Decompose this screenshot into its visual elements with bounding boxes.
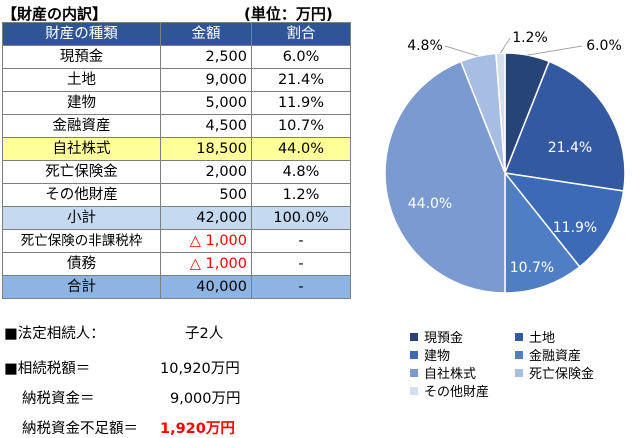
pie-slice <box>503 171 625 268</box>
funds-label: 納税資金＝ <box>22 391 95 407</box>
table-row: 債務 △ 1,000 - <box>2 252 351 276</box>
table-row-highlight: 自社株式 18,500 44.0% <box>2 137 351 161</box>
row-name: 死亡保険金 <box>2 160 161 184</box>
row-name: 合計 <box>2 275 161 299</box>
row-amount: 40,000 <box>160 275 252 299</box>
heirs-label: ■法定相続人： <box>4 326 105 342</box>
pie-slice <box>459 52 506 174</box>
legend-swatch <box>410 386 418 395</box>
legend-label: その他財産 <box>424 385 490 400</box>
table-row: 死亡保険金 2,000 4.8% <box>2 160 351 184</box>
heirs-value: 子2人 <box>185 326 224 342</box>
legend-label: 自社株式 <box>424 367 477 382</box>
row-amount: 2,500 <box>160 45 252 69</box>
shortage-value: 1,920万円 <box>160 421 235 437</box>
row-pct: 1.2% <box>251 183 351 207</box>
table-row: 土地 9,000 21.4% <box>2 68 351 92</box>
legend-swatch <box>410 368 418 377</box>
tax-value: 10,920万円 <box>160 361 240 377</box>
legend-item: 自社株式 <box>410 363 476 382</box>
legend-swatch <box>515 350 523 359</box>
tax-label: ■相続税額＝ <box>4 361 91 377</box>
row-amount: 18,500 <box>160 137 252 161</box>
legend-item: 土地 <box>515 327 555 346</box>
legend-label: 金融資産 <box>529 349 582 364</box>
row-pct: 11.9% <box>251 91 351 115</box>
row-pct: - <box>251 275 351 299</box>
pie-slice <box>503 60 626 192</box>
row-pct: 100.0% <box>251 206 351 230</box>
pie-slice <box>384 60 506 294</box>
row-amount: 2,000 <box>160 160 252 184</box>
pie-label: 6.0% <box>586 38 622 54</box>
pie-label: 1.2% <box>512 30 548 46</box>
row-amount: △ 1,000 <box>160 229 252 253</box>
row-name: 債務 <box>2 252 161 276</box>
pie-label: 21.4% <box>548 140 592 156</box>
pie-label: 11.9% <box>553 220 597 236</box>
table-header-row: 財産の種類 金額 割合 <box>2 22 351 46</box>
legend-label: 現預金 <box>424 331 464 346</box>
legend-swatch <box>410 350 418 359</box>
row-amount: 500 <box>160 183 252 207</box>
legend-swatch <box>515 332 523 341</box>
legend-item: 建物 <box>410 345 450 364</box>
row-amount: 9,000 <box>160 68 252 92</box>
legend-label: 土地 <box>529 331 556 346</box>
table-row: 金融資産 4,500 10.7% <box>2 114 351 138</box>
legend-swatch <box>515 368 523 377</box>
header-amount: 金額 <box>160 22 252 46</box>
unit-label: (単位：万円) <box>244 5 333 23</box>
leader-line <box>527 45 583 56</box>
legend-item: 金融資産 <box>515 345 581 364</box>
row-name: 小計 <box>2 206 161 230</box>
asset-table: 財産の種類 金額 割合 現預金 2,500 6.0% 土地 9,000 21.4… <box>2 22 351 299</box>
legend-item: 現預金 <box>410 327 463 346</box>
row-pct: 4.8% <box>251 160 351 184</box>
total-row: 合計 40,000 - <box>2 275 351 299</box>
row-pct: - <box>251 229 351 253</box>
legend-label: 死亡保険金 <box>529 367 595 382</box>
row-amount: △ 1,000 <box>160 252 252 276</box>
table-row: 死亡保険の非課税枠 △ 1,000 - <box>2 229 351 253</box>
legend-item: その他財産 <box>410 381 489 400</box>
header-ratio: 割合 <box>251 22 351 46</box>
table-row: その他財産 500 1.2% <box>2 183 351 207</box>
row-name: その他財産 <box>2 183 161 207</box>
row-pct: 10.7% <box>251 114 351 138</box>
row-pct: - <box>251 252 351 276</box>
leader-line <box>500 37 511 54</box>
row-name: 死亡保険の非課税枠 <box>2 229 161 253</box>
row-name: 金融資産 <box>2 114 161 138</box>
legend-label: 建物 <box>424 349 451 364</box>
pie-label: 44.0% <box>408 196 452 212</box>
funds-value: 9,000万円 <box>170 391 241 407</box>
header-type: 財産の種類 <box>2 22 161 46</box>
pie-slice <box>504 170 581 294</box>
subtotal-row: 小計 42,000 100.0% <box>2 206 351 230</box>
table-row: 建物 5,000 11.9% <box>2 91 351 115</box>
row-name: 土地 <box>2 68 161 92</box>
legend-item: 死亡保険金 <box>515 363 594 382</box>
row-pct: 6.0% <box>251 45 351 69</box>
row-name: 建物 <box>2 91 161 115</box>
row-pct: 21.4% <box>251 68 351 92</box>
row-name: 現預金 <box>2 45 161 69</box>
pie-slice <box>504 52 551 174</box>
row-amount: 4,500 <box>160 114 252 138</box>
page-title: 【財産の内訳】 <box>2 5 108 23</box>
row-name: 自社株式 <box>2 137 161 161</box>
pie-slice <box>495 52 506 174</box>
legend-swatch <box>410 332 418 341</box>
row-pct: 44.0% <box>251 137 351 161</box>
shortage-label: 納税資金不足額＝ <box>22 421 138 437</box>
pie-label: 4.8% <box>407 38 443 54</box>
row-amount: 5,000 <box>160 91 252 115</box>
table-row: 現預金 2,500 6.0% <box>2 45 351 69</box>
pie-label: 10.7% <box>510 260 554 276</box>
leader-line <box>444 45 479 57</box>
row-amount: 42,000 <box>160 206 252 230</box>
